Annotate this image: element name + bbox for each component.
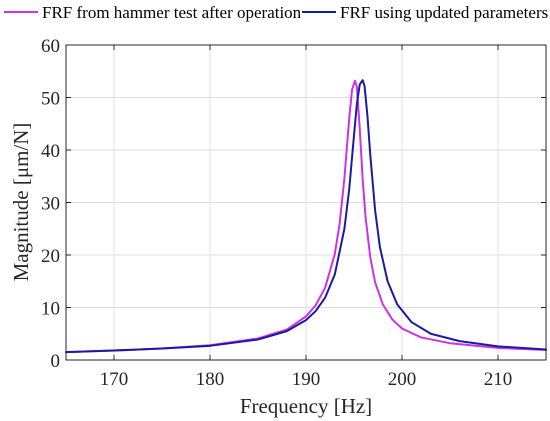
legend-label-2: FRF using updated parameters — [340, 3, 548, 22]
x-tick-label: 200 — [388, 369, 417, 390]
y-tick-label: 50 — [41, 89, 60, 110]
x-tick-label: 170 — [100, 369, 129, 390]
y-tick-label: 60 — [41, 36, 60, 57]
y-tick-label: 10 — [41, 299, 60, 320]
y-axis-title: Magnitude [μm/N] — [9, 123, 33, 282]
y-tick-label: 30 — [41, 194, 60, 215]
legend-label-1: FRF from hammer test after operation — [42, 3, 302, 22]
x-tick-label: 190 — [292, 369, 321, 390]
chart-grid — [66, 45, 546, 360]
series-line-2 — [65, 79, 547, 354]
y-tick-label: 20 — [41, 246, 60, 267]
y-axis-ticks: 0 10 20 30 40 50 60 — [41, 36, 546, 372]
series-line-1 — [65, 79, 547, 354]
x-axis-title: Frequency [Hz] — [240, 394, 372, 418]
y-tick-label: 40 — [41, 141, 60, 162]
chart-series-group — [65, 79, 547, 354]
x-tick-label: 210 — [484, 369, 513, 390]
y-tick-label: 0 — [51, 351, 61, 372]
x-tick-label: 180 — [196, 369, 225, 390]
x-axis-ticks: 170 180 190 200 210 — [100, 45, 513, 390]
chart-legend: FRF from hammer test after operation FRF … — [4, 3, 548, 22]
